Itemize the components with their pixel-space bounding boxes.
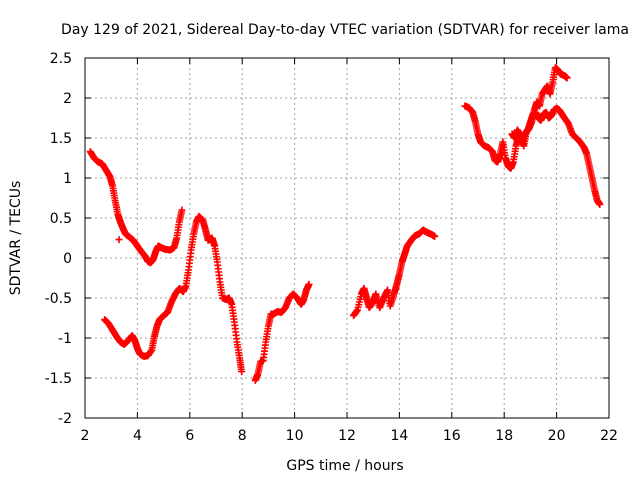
data-point: [178, 206, 186, 214]
series-track-e: [461, 64, 571, 172]
y-tick-label: 2.5: [50, 51, 72, 67]
data-point: [238, 368, 246, 376]
y-axis-label: SDTVAR / TECUs: [8, 181, 24, 296]
y-tick-label: 0.5: [50, 211, 72, 227]
series-track-a: [86, 148, 186, 267]
y-tick-label: -1.5: [45, 371, 72, 387]
data-marks: [86, 64, 604, 384]
x-tick-label: 14: [390, 428, 408, 444]
data-point: [431, 232, 439, 240]
chart-title: Day 129 of 2021, Sidereal Day-to-day VTE…: [61, 22, 629, 38]
y-tick-label: 2: [63, 91, 72, 107]
x-tick-label: 8: [238, 428, 247, 444]
x-tick-label: 20: [548, 428, 566, 444]
series-track-f: [508, 104, 604, 208]
y-tick-label: 1: [63, 171, 72, 187]
x-tick-label: 10: [286, 428, 304, 444]
data-point: [115, 236, 123, 244]
y-tick-label: -2: [58, 411, 72, 427]
series-track-a-stray: [115, 236, 123, 244]
series-track-d: [350, 226, 439, 320]
x-tick-label: 6: [185, 428, 194, 444]
data-point: [596, 200, 604, 208]
axis-ticks: 2 4 6 8 10 12 14 16 18 20 22 2.5 2 1.5 1 0.5 0 -0.5 -1 -1.5…: [45, 51, 618, 444]
y-tick-label: 0: [63, 251, 72, 267]
y-tick-label: 1.5: [50, 131, 72, 147]
data-point: [305, 280, 313, 288]
x-tick-label: 18: [495, 428, 513, 444]
x-tick-label: 4: [133, 428, 142, 444]
y-tick-label: -1: [58, 331, 72, 347]
x-axis-label: GPS time / hours: [286, 458, 403, 474]
x-tick-label: 22: [600, 428, 618, 444]
x-tick-label: 12: [338, 428, 356, 444]
x-tick-label: 2: [81, 428, 90, 444]
series-track-c: [251, 280, 313, 384]
data-point: [563, 74, 571, 82]
x-tick-label: 16: [443, 428, 461, 444]
series-track-b: [101, 212, 246, 376]
y-tick-label: -0.5: [45, 291, 72, 307]
